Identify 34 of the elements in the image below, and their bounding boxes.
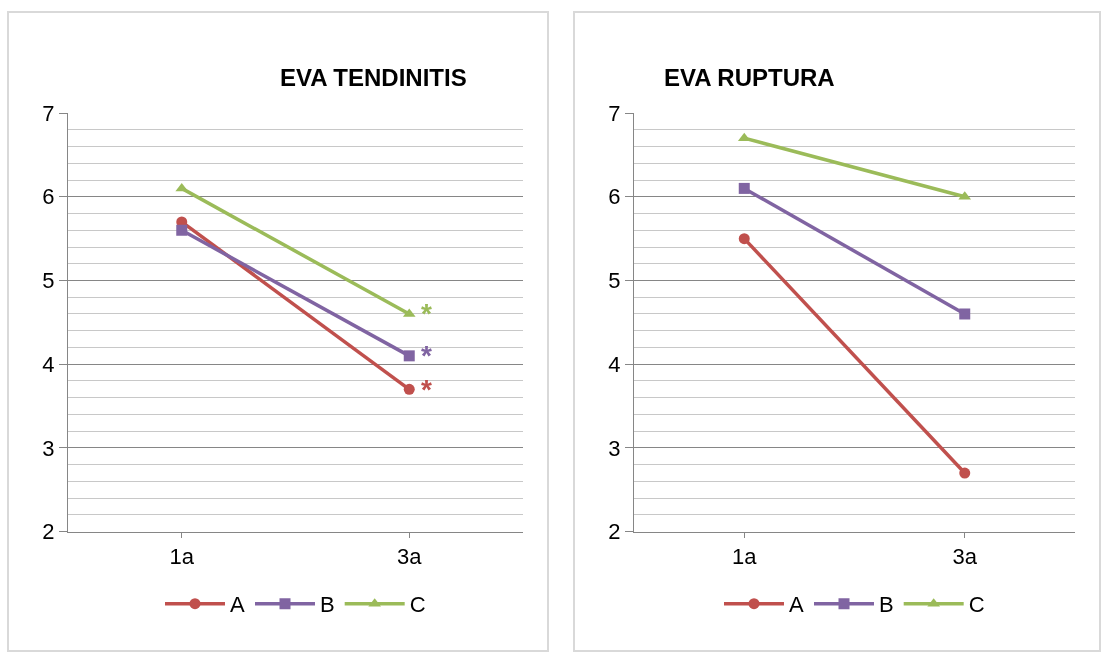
x-tick-label: 3a <box>952 544 978 570</box>
y-tick-label: 2 <box>42 519 55 545</box>
chart-title: EVA TENDINITIS <box>280 64 467 91</box>
annotation: * <box>421 374 432 405</box>
y-tick-label: 7 <box>608 100 621 126</box>
legend-label: A <box>230 592 245 618</box>
point <box>738 233 750 245</box>
point <box>959 308 971 320</box>
y-tick-label: 5 <box>608 268 621 294</box>
y-tick-label: 6 <box>608 184 621 210</box>
y-tick-label: 4 <box>608 351 621 377</box>
legend-label: C <box>968 592 985 618</box>
y-tick-label: 2 <box>608 519 621 545</box>
legend-label: B <box>320 592 335 618</box>
x-tick-label: 3a <box>397 544 423 570</box>
y-tick-label: 7 <box>42 100 55 126</box>
legend-label: A <box>789 592 804 618</box>
y-tick-label: 3 <box>42 435 55 461</box>
y-tick-label: 6 <box>42 184 55 210</box>
x-tick-label: 1a <box>732 544 758 570</box>
x-tick-label: 1a <box>169 544 195 570</box>
point <box>176 224 188 236</box>
annotation: * <box>421 340 432 371</box>
legend-label: C <box>409 592 426 618</box>
legend-label: B <box>879 592 894 618</box>
point <box>403 383 415 395</box>
y-tick-label: 3 <box>608 435 621 461</box>
point <box>403 350 415 362</box>
y-tick-label: 4 <box>42 351 55 377</box>
chart-title: EVA RUPTURA <box>664 64 835 91</box>
point <box>959 467 971 479</box>
y-tick-label: 5 <box>42 268 55 294</box>
annotation: * <box>421 298 432 329</box>
point <box>738 182 750 194</box>
